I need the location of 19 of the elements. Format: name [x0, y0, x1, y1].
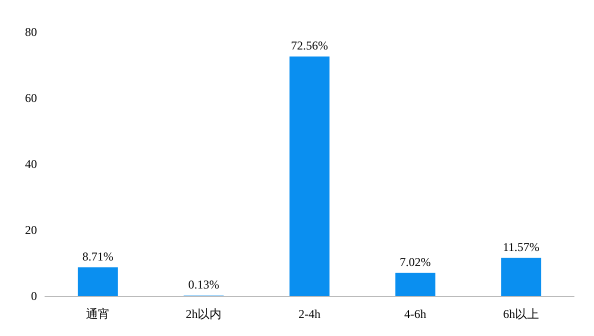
y-tick-label: 20 — [25, 223, 37, 237]
data-label: 7.02% — [400, 254, 431, 269]
x-tick-label: 4-6h — [404, 307, 426, 321]
data-label: 0.13% — [188, 278, 220, 292]
y-tick-label: 0 — [31, 289, 37, 303]
x-tick-label: 6h以上 — [503, 307, 540, 321]
bar — [501, 258, 542, 296]
bar — [290, 56, 330, 296]
data-label: 11.57% — [502, 240, 540, 254]
y-tick-label: 40 — [25, 157, 37, 171]
bar — [395, 272, 436, 296]
y-tick-label: 80 — [25, 25, 37, 39]
bar — [78, 267, 118, 296]
x-tick-label: 2h以内 — [186, 307, 222, 321]
y-tick-label: 60 — [25, 91, 37, 105]
data-label: 72.56% — [291, 38, 328, 53]
x-tick-label: 通宵 — [86, 307, 110, 321]
data-label: 8.71% — [82, 249, 114, 264]
x-tick-label: 2-4h — [298, 307, 320, 321]
